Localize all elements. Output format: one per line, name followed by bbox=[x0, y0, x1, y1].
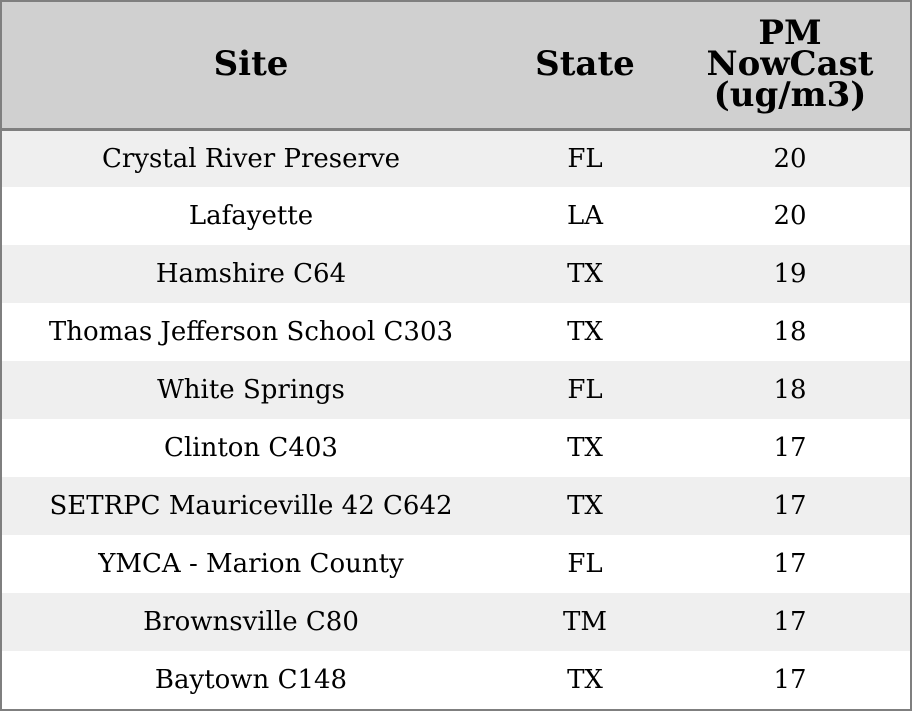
pm-value-cell: 17 bbox=[773, 665, 807, 695]
pm-value-cell: 18 bbox=[773, 375, 807, 405]
pm-value-cell: 17 bbox=[773, 491, 807, 521]
header-line: NowCast bbox=[706, 44, 874, 85]
state-cell: TX bbox=[567, 433, 603, 463]
site-cell: Baytown C148 bbox=[154, 665, 348, 695]
table-header: Site State PM NowCast (ug/m3) bbox=[2, 2, 910, 131]
header-line: (ug/m3) bbox=[713, 75, 867, 116]
column-header-pm-nowcast: PM NowCast (ug/m3) bbox=[670, 2, 910, 131]
state-cell: FL bbox=[567, 549, 603, 579]
site-cell: Crystal River Preserve bbox=[101, 143, 401, 174]
table-row: Clinton C403 TX 17 bbox=[2, 419, 910, 477]
site-cell: Brownsville C80 bbox=[143, 607, 359, 637]
pm-value-cell: 17 bbox=[773, 607, 807, 637]
state-cell: FL bbox=[567, 375, 603, 405]
header-line: State bbox=[535, 44, 635, 85]
table-row: White Springs FL 18 bbox=[2, 361, 910, 419]
header-line: PM bbox=[758, 13, 822, 54]
pm-value-cell: 19 bbox=[773, 259, 807, 289]
site-cell: Lafayette bbox=[188, 201, 314, 231]
table-row: Thomas Jefferson School C303 TX 18 bbox=[2, 303, 910, 361]
state-cell: FL bbox=[567, 143, 603, 174]
pm-value-cell: 18 bbox=[773, 317, 807, 347]
table-body: Crystal River Preserve FL 20 Lafayette LA 20 H… bbox=[2, 129, 910, 709]
site-cell: YMCA - Marion County bbox=[98, 549, 404, 579]
state-cell: TX bbox=[567, 491, 603, 521]
state-cell: LA bbox=[566, 201, 604, 231]
pm-value-cell: 20 bbox=[773, 201, 807, 231]
table-row: Brownsville C80 TM 17 bbox=[2, 593, 910, 651]
site-cell: SETRPC Mauriceville 42 C642 bbox=[49, 491, 453, 521]
pm-value-cell: 20 bbox=[773, 143, 807, 174]
column-header-state: State bbox=[500, 2, 670, 131]
state-cell: TX bbox=[567, 259, 603, 289]
pm-value-cell: 17 bbox=[773, 433, 807, 463]
site-cell: Hamshire C64 bbox=[155, 259, 347, 289]
state-cell: TX bbox=[567, 317, 603, 347]
site-cell: Clinton C403 bbox=[164, 433, 338, 463]
state-cell: TX bbox=[567, 665, 603, 695]
header-row: Site State PM NowCast (ug/m3) bbox=[2, 2, 910, 131]
table-row: Baytown C148 TX 17 bbox=[2, 651, 910, 709]
header-line: Site bbox=[213, 44, 289, 85]
table-row: YMCA - Marion County FL 17 bbox=[2, 535, 910, 593]
site-cell: Thomas Jefferson School C303 bbox=[48, 317, 454, 347]
pm-value-cell: 17 bbox=[773, 549, 807, 579]
table-row: Lafayette LA 20 bbox=[2, 187, 910, 245]
site-cell: White Springs bbox=[157, 375, 345, 405]
column-header-site: Site bbox=[2, 2, 500, 131]
table-row: SETRPC Mauriceville 42 C642 TX 17 bbox=[2, 477, 910, 535]
state-cell: TM bbox=[563, 607, 607, 637]
table-row: Hamshire C64 TX 19 bbox=[2, 245, 910, 303]
table-row: Crystal River Preserve FL 20 bbox=[2, 129, 910, 187]
